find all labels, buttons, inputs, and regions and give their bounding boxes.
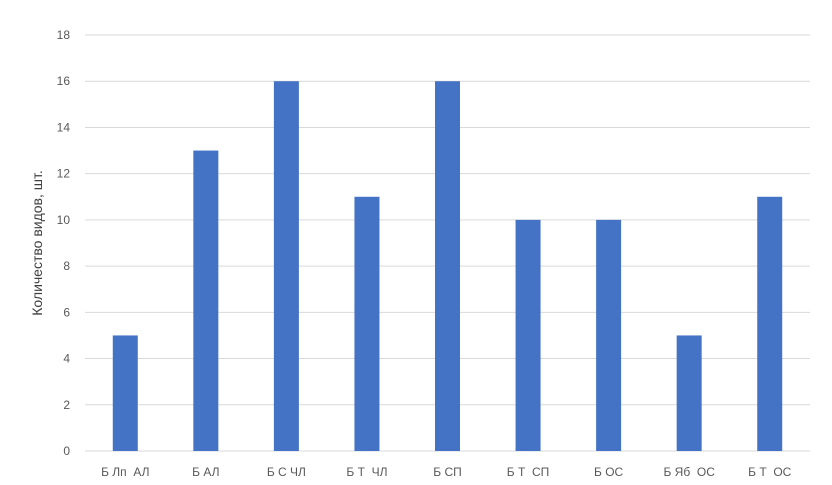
bar [273,81,299,451]
bar [596,219,622,451]
x-tick-label: Б Т ЧЛ [346,465,387,479]
bar [676,335,702,451]
y-tick-label: 2 [63,398,70,412]
y-tick-label: 6 [63,305,70,319]
x-tick-labels: Б Лп АЛ Б АЛ Б С ЧЛ Б Т ЧЛ Б СП Б Т СП Б ОС Б Я… [101,465,792,479]
y-tick-labels: 0 2 4 6 8 10 12 14 16 18 [57,28,71,458]
y-axis-label: Количество видов, шт. [29,170,45,315]
x-tick-label: Б Т СП [507,465,550,479]
x-tick-label: Б Яб ОС [663,465,715,479]
bar [435,81,460,451]
x-tick-label: Б ОС [594,465,624,479]
y-tick-label: 16 [57,74,71,88]
y-tick-label: 8 [63,259,70,273]
y-tick-label: 18 [57,28,71,42]
y-tick-label: 0 [63,444,70,458]
bar [112,335,138,451]
bars [112,81,783,452]
x-tick-label: Б Лп АЛ [101,465,149,479]
y-tick-label: 14 [57,120,71,134]
x-tick-label: Б СП [433,465,462,479]
y-tick-label: 10 [57,213,71,227]
x-tick-label: Б АЛ [192,465,219,479]
bar [515,219,541,451]
x-tick-label: Б Т ОС [748,465,792,479]
bar [757,196,783,451]
x-tick-label: Б С ЧЛ [267,465,306,479]
y-tick-label: 4 [63,352,70,366]
bar [354,196,380,451]
y-tick-label: 12 [57,167,71,181]
bar [193,150,219,452]
